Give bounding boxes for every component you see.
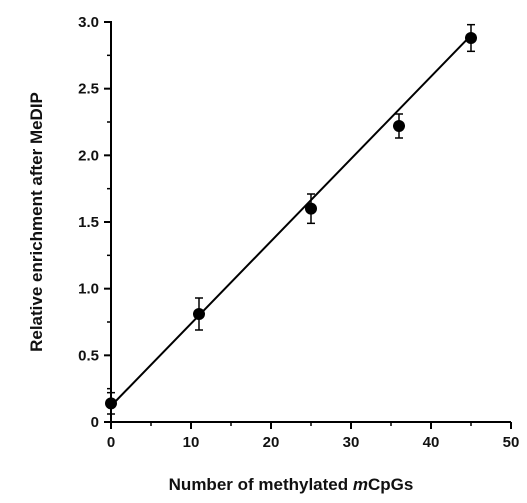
x-axis-label-italic: m — [353, 475, 368, 494]
y-tick-label: 1.5 — [78, 214, 99, 231]
y-tick-label: 0 — [91, 414, 99, 431]
data-point-marker — [393, 120, 405, 132]
fit-line-group — [110, 34, 472, 407]
x-tick-label: 30 — [343, 434, 360, 451]
x-axis-label: Number of methylated mCpGs — [169, 475, 414, 494]
data-points — [105, 23, 477, 415]
data-point — [393, 113, 405, 139]
data-point-marker — [465, 32, 477, 44]
x-tick-label: 50 — [503, 434, 520, 451]
regression-line — [110, 34, 472, 407]
data-point — [193, 297, 205, 331]
x-ticks: 0 10 20 30 40 50 — [107, 422, 520, 451]
y-ticks: 0 0.5 1.0 1.5 2.0 2.5 3.0 — [78, 14, 111, 431]
data-point-marker — [305, 202, 317, 215]
y-tick-label: 2.5 — [78, 81, 99, 98]
x-tick-label: 40 — [423, 434, 440, 451]
y-axis-label: Relative enrichment after MeDIP — [27, 92, 46, 352]
x-tick-label: 0 — [107, 434, 115, 451]
x-tick-label: 10 — [183, 434, 200, 451]
data-point — [105, 391, 117, 415]
y-tick-label: 0.5 — [78, 347, 99, 364]
x-tick-label: 20 — [263, 434, 280, 451]
data-point — [465, 23, 477, 53]
y-tick-label: 1.0 — [78, 281, 99, 298]
data-point-marker — [105, 397, 117, 410]
x-axis-label-suffix: CpGs — [368, 475, 413, 494]
data-point — [305, 193, 317, 225]
x-axis-label-main: Number of methylated — [169, 475, 353, 494]
y-tick-label: 2.0 — [78, 147, 99, 164]
data-point-marker — [193, 308, 205, 320]
y-tick-label: 3.0 — [78, 14, 99, 31]
